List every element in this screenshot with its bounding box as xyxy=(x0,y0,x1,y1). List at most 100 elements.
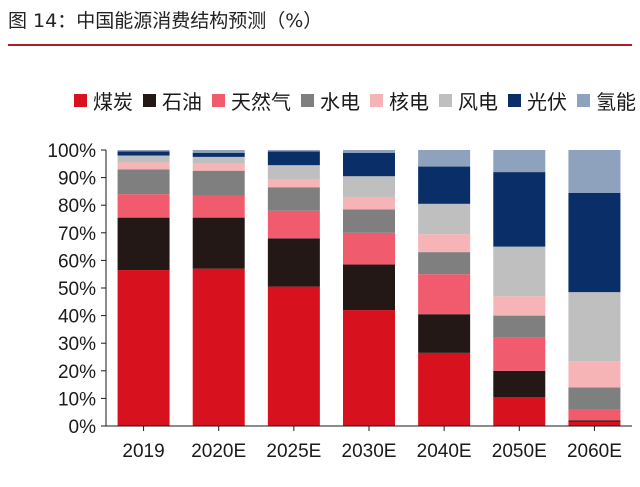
bar-segment xyxy=(493,397,546,426)
x-tick-label: 2019 xyxy=(122,441,164,462)
legend-label: 风电 xyxy=(458,90,498,114)
bar-segment xyxy=(418,234,471,253)
legend-label: 天然气 xyxy=(231,90,291,114)
bar-segment xyxy=(343,176,395,197)
bar-segment xyxy=(493,315,546,338)
bar-segment xyxy=(568,192,621,293)
bar-segment xyxy=(267,178,320,188)
bar-segment xyxy=(568,387,621,410)
bar-segment xyxy=(493,150,546,173)
legend-swatch xyxy=(370,94,383,107)
bar-segment xyxy=(267,150,320,152)
bar-segment xyxy=(418,166,471,204)
bar-segment xyxy=(117,270,170,426)
legend-swatch xyxy=(301,94,314,107)
bar-segment xyxy=(493,172,546,247)
legend: 煤炭 石油 天然气 水电 核电 风电 光伏 氢能 xyxy=(74,86,640,115)
bar-segment xyxy=(418,150,471,167)
bar-segment xyxy=(267,210,320,239)
bar-segment xyxy=(192,268,245,426)
bar-segment xyxy=(418,252,471,275)
legend-item-1: 石油 xyxy=(143,86,202,115)
bar-segment xyxy=(568,421,621,426)
legend-swatch xyxy=(212,94,225,107)
bar-segment xyxy=(343,264,395,311)
bar-segment xyxy=(192,170,245,196)
x-tick-label: 2025E xyxy=(266,441,321,462)
bar-segment xyxy=(568,361,621,388)
legend-label: 核电 xyxy=(389,90,429,114)
title-divider xyxy=(8,44,632,46)
y-tick-label: 10% xyxy=(58,389,96,410)
legend-label: 石油 xyxy=(162,90,202,114)
x-tick-label: 2020E xyxy=(191,441,246,462)
legend-item-5: 风电 xyxy=(439,86,498,115)
legend-swatch xyxy=(74,94,87,107)
legend-swatch xyxy=(439,94,452,107)
y-tick-label: 80% xyxy=(58,196,96,217)
bar-segment xyxy=(568,292,621,362)
y-tick-label: 0% xyxy=(69,417,97,438)
x-tick-label: 2040E xyxy=(417,441,472,462)
x-tick-label: 2050E xyxy=(492,441,547,462)
legend-swatch xyxy=(143,94,156,107)
bar-segment xyxy=(418,274,471,315)
bar-segment xyxy=(267,151,320,166)
bar-segment xyxy=(192,163,245,171)
legend-swatch xyxy=(577,94,590,107)
bar-segment xyxy=(117,217,170,271)
bar-segment xyxy=(192,217,245,269)
y-tick-label: 100% xyxy=(47,141,96,162)
bar-segment xyxy=(568,409,621,421)
legend-swatch xyxy=(508,94,521,107)
y-tick-label: 40% xyxy=(58,307,96,328)
bar-segment xyxy=(117,194,170,218)
bar-segment xyxy=(493,246,546,297)
legend-item-3: 水电 xyxy=(301,86,360,115)
y-tick-label: 60% xyxy=(58,251,96,272)
bar-segment xyxy=(343,196,395,210)
legend-label: 光伏 xyxy=(527,90,567,114)
bar-segment xyxy=(192,152,245,157)
legend-item-2: 天然气 xyxy=(212,86,291,115)
bar-segment xyxy=(418,352,471,426)
bar-segment xyxy=(117,151,170,156)
bar-segment xyxy=(493,296,546,316)
bar-segment xyxy=(117,162,170,170)
bar-segment xyxy=(267,286,320,426)
y-tick-label: 90% xyxy=(58,169,96,190)
bar-segment xyxy=(117,169,170,195)
bar-segment xyxy=(343,152,395,177)
y-tick-label: 20% xyxy=(58,362,96,383)
bar-segment xyxy=(418,203,471,235)
bar-segment xyxy=(568,150,621,193)
y-tick-label: 50% xyxy=(58,279,96,300)
legend-label: 氢能 xyxy=(596,90,636,114)
bar-segment xyxy=(343,310,395,426)
bar-segment xyxy=(493,337,546,371)
legend-label: 煤炭 xyxy=(93,90,133,114)
x-tick-label: 2030E xyxy=(342,441,397,462)
y-tick-label: 70% xyxy=(58,224,96,245)
legend-label: 水电 xyxy=(320,90,360,114)
y-tick-label: 30% xyxy=(58,334,96,355)
chart-title: 图 14：中国能源消费结构预测（%） xyxy=(8,10,323,32)
bar-segment xyxy=(343,232,395,265)
bar-segment xyxy=(343,209,395,233)
bar-segment xyxy=(117,155,170,163)
legend-item-4: 核电 xyxy=(370,86,429,115)
legend-item-7: 氢能 xyxy=(577,86,636,115)
bar-segment xyxy=(192,195,245,218)
bar-segment xyxy=(192,150,245,153)
bar-segment xyxy=(192,156,245,164)
legend-item-6: 光伏 xyxy=(508,86,567,115)
bar-segment xyxy=(418,314,471,353)
legend-item-0: 煤炭 xyxy=(74,86,133,115)
bar-segment xyxy=(568,420,621,422)
bar-segment xyxy=(117,150,170,152)
bar-segment xyxy=(267,238,320,287)
bar-segment xyxy=(493,370,546,398)
bar-segment xyxy=(343,150,395,153)
bar-segment xyxy=(267,187,320,211)
